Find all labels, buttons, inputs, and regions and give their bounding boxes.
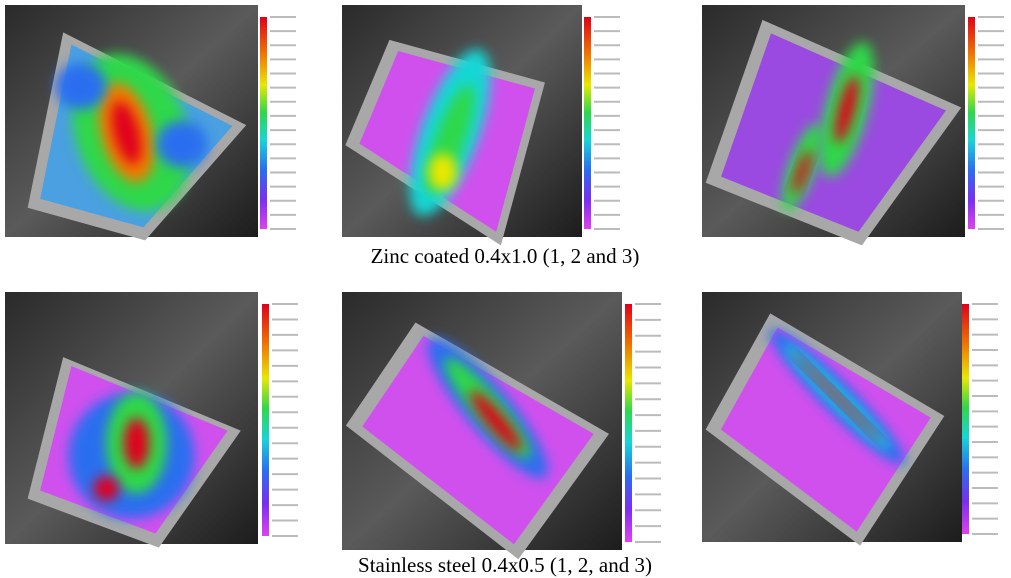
- strain-hotspot: [428, 153, 457, 190]
- caption: Stainless steel 0.4x0.5 (1, 2, and 3): [358, 553, 652, 577]
- strain-map-panel: [342, 5, 620, 245]
- colorbar: [625, 304, 632, 542]
- colorbar: [260, 17, 267, 229]
- strain-map-panel: [702, 292, 998, 546]
- strain-hotspot: [56, 63, 107, 109]
- strain-map-panel: [5, 292, 298, 548]
- strain-hotspot: [157, 121, 208, 167]
- strain-hotspot: [94, 476, 119, 501]
- strain-map-panel: [5, 5, 296, 240]
- figure: Zinc coated 0.4x1.0 (1, 2 and 3) Stainle…: [0, 0, 1011, 578]
- colorbar: [262, 304, 269, 536]
- strain-map-panel: [702, 5, 1004, 245]
- strain-hotspot: [124, 418, 149, 468]
- caption: Zinc coated 0.4x1.0 (1, 2 and 3): [371, 244, 640, 268]
- panels: [5, 5, 1004, 559]
- colorbar: [968, 17, 975, 229]
- colorbar: [962, 304, 969, 534]
- colorbar: [584, 17, 591, 229]
- strain-map-panel: [342, 292, 661, 559]
